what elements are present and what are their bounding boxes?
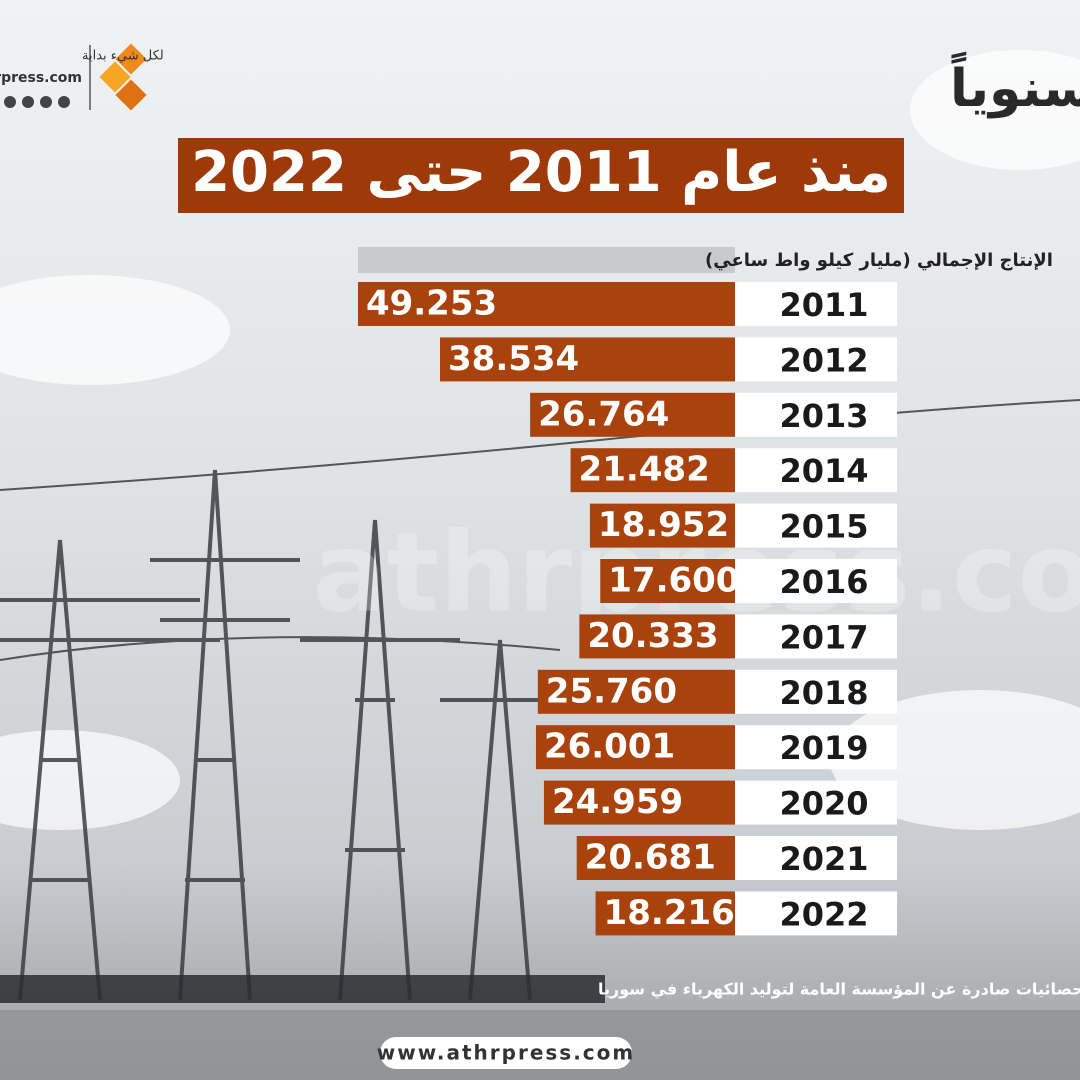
bar — [576, 836, 735, 880]
category-label: 2015 — [779, 508, 868, 546]
bar — [537, 669, 735, 714]
value-label: 26.001 — [544, 727, 675, 767]
value-label: 21.482 — [579, 450, 710, 490]
value-label: 18.952 — [598, 505, 729, 545]
value-label: 38.534 — [448, 339, 579, 379]
category-label: 2021 — [779, 840, 868, 878]
category-label: 2012 — [779, 341, 868, 379]
category-box — [735, 836, 897, 880]
bar — [600, 559, 735, 603]
category-label: 2022 — [779, 895, 868, 933]
category-box — [735, 337, 897, 382]
category-label: 2018 — [779, 674, 868, 712]
category-box — [735, 448, 897, 493]
bar — [570, 448, 735, 493]
category-label: 2020 — [779, 785, 868, 823]
bar-chart: 49.253 2011 38.534 2012 26.764 2013 21.482 2014… — [357, 282, 897, 936]
category-box — [735, 669, 897, 714]
category-label: 2019 — [779, 729, 868, 767]
category-box — [735, 780, 897, 825]
website: www.athrpress.com — [377, 1041, 636, 1065]
category-label: 2016 — [779, 563, 868, 601]
value-label: 18.216 — [604, 893, 735, 933]
logo-diamond — [115, 43, 147, 75]
axis-label: الإنتاج الإجمالي (مليار كيلو واط ساعي) — [705, 250, 1053, 271]
value-label: 25.760 — [546, 671, 677, 711]
category-box — [735, 503, 897, 548]
bar — [543, 780, 735, 825]
value-label: 26.764 — [538, 394, 669, 434]
value-label: 20.333 — [587, 616, 718, 656]
source: مصدر البيانات: تقارير واحصائيات صادرة عن… — [598, 980, 1080, 1000]
category-box — [735, 282, 897, 326]
value-label: 20.681 — [585, 838, 716, 878]
category-box — [735, 725, 897, 770]
pylons — [0, 399, 1080, 1001]
category-box — [735, 891, 897, 936]
logo-tagline: لكل شيء بداية — [82, 49, 164, 64]
value-label: 24.959 — [552, 782, 683, 822]
category-box — [735, 392, 897, 437]
value-label: 49.253 — [366, 284, 497, 324]
subtitle: منذ عام 2011 حتى 2022 — [191, 140, 891, 205]
bar — [440, 337, 735, 382]
value-label: 17.600 — [608, 561, 739, 601]
logo-diamond — [99, 61, 131, 93]
category-label: 2017 — [779, 618, 868, 656]
bar — [530, 392, 735, 437]
clouds — [0, 50, 1080, 830]
category-label: 2014 — [779, 452, 868, 490]
source-box — [0, 975, 605, 1003]
bar — [357, 282, 735, 326]
bar — [595, 891, 735, 936]
category-box — [735, 559, 897, 603]
social-icons — [4, 96, 70, 108]
category-box — [735, 614, 897, 659]
category-label: 2013 — [779, 397, 868, 435]
logo-name: athrpress.com — [0, 70, 82, 86]
title: إنتاج الكهرباء في سوريا سنوياً — [950, 52, 1080, 119]
axis-label-box — [358, 247, 735, 273]
category-label: 2011 — [779, 286, 868, 324]
bar — [589, 503, 735, 548]
logo: لكل شيء بداية athrpress.com — [0, 43, 164, 111]
logo-diamond — [115, 79, 147, 111]
subtitle-box — [178, 138, 904, 213]
website-pill — [380, 1037, 632, 1069]
bar — [535, 725, 735, 770]
bar — [579, 614, 735, 659]
